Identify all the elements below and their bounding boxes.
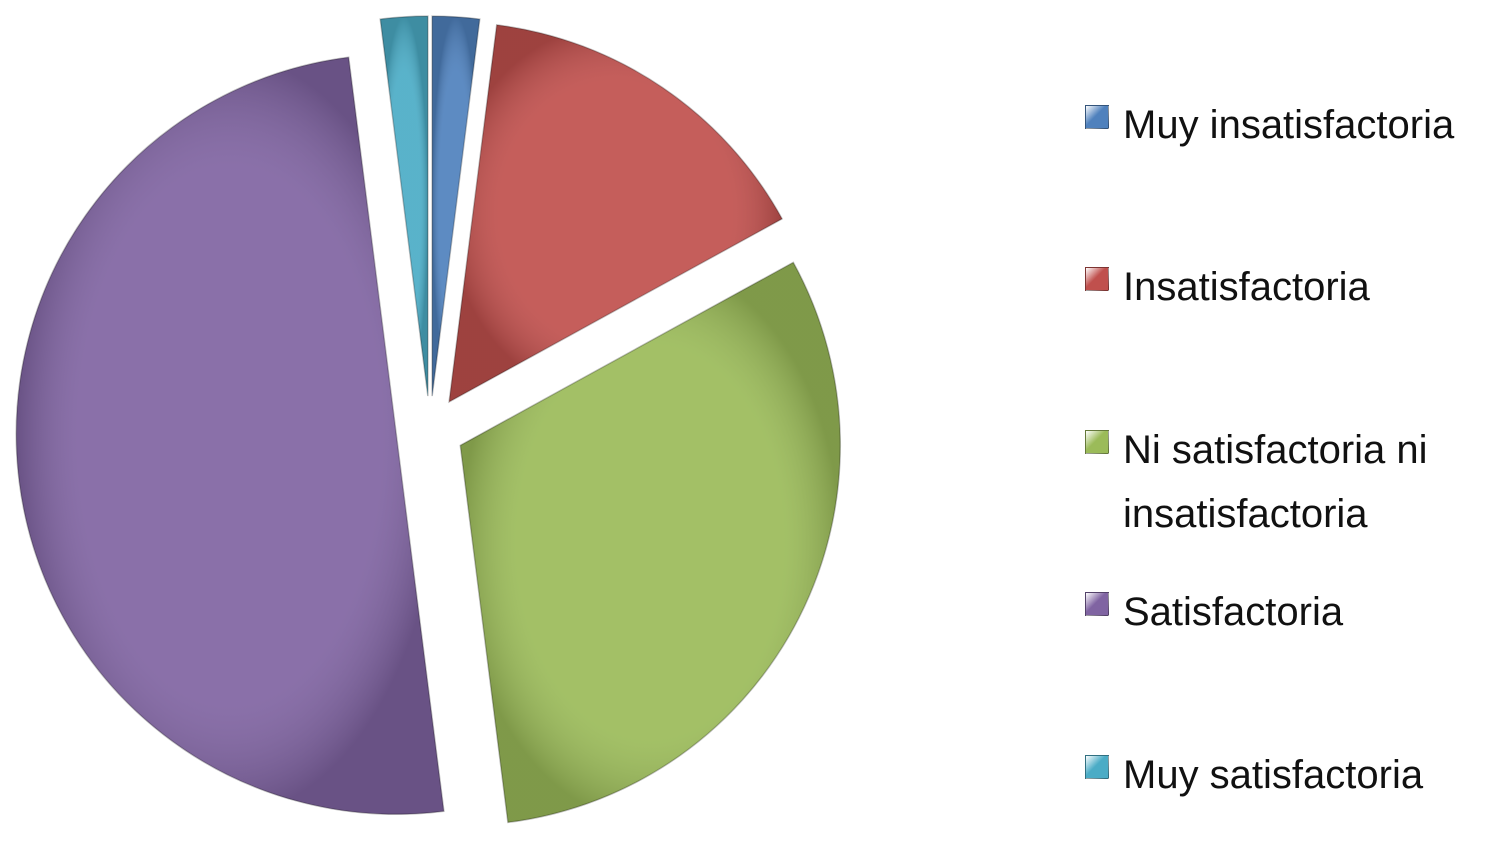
- legend-swatch: [1085, 267, 1109, 291]
- legend-item: Muy insatisfactoria: [1085, 93, 1495, 157]
- legend-item: Ni satisfactoria ni insatisfactoria: [1085, 418, 1495, 546]
- legend-swatch: [1085, 755, 1109, 779]
- pie-slice-group: [15, 56, 445, 816]
- legend-item: Muy satisfactoria: [1085, 743, 1495, 807]
- legend-swatch: [1085, 592, 1109, 616]
- legend-item: Satisfactoria: [1085, 580, 1495, 644]
- legend-label: Ni satisfactoria ni insatisfactoria: [1123, 428, 1428, 536]
- pie-slice: [379, 15, 429, 397]
- legend-label: Insatisfactoria: [1123, 265, 1370, 309]
- pie-slice-group: [379, 15, 429, 397]
- legend-label: Satisfactoria: [1123, 590, 1344, 634]
- pie-slice: [15, 56, 445, 816]
- legend-label: Muy satisfactoria: [1123, 753, 1424, 797]
- legend-swatch: [1085, 105, 1109, 129]
- legend-item: Insatisfactoria: [1085, 255, 1495, 319]
- legend-label: Muy insatisfactoria: [1123, 103, 1455, 147]
- legend-swatch: [1085, 430, 1109, 454]
